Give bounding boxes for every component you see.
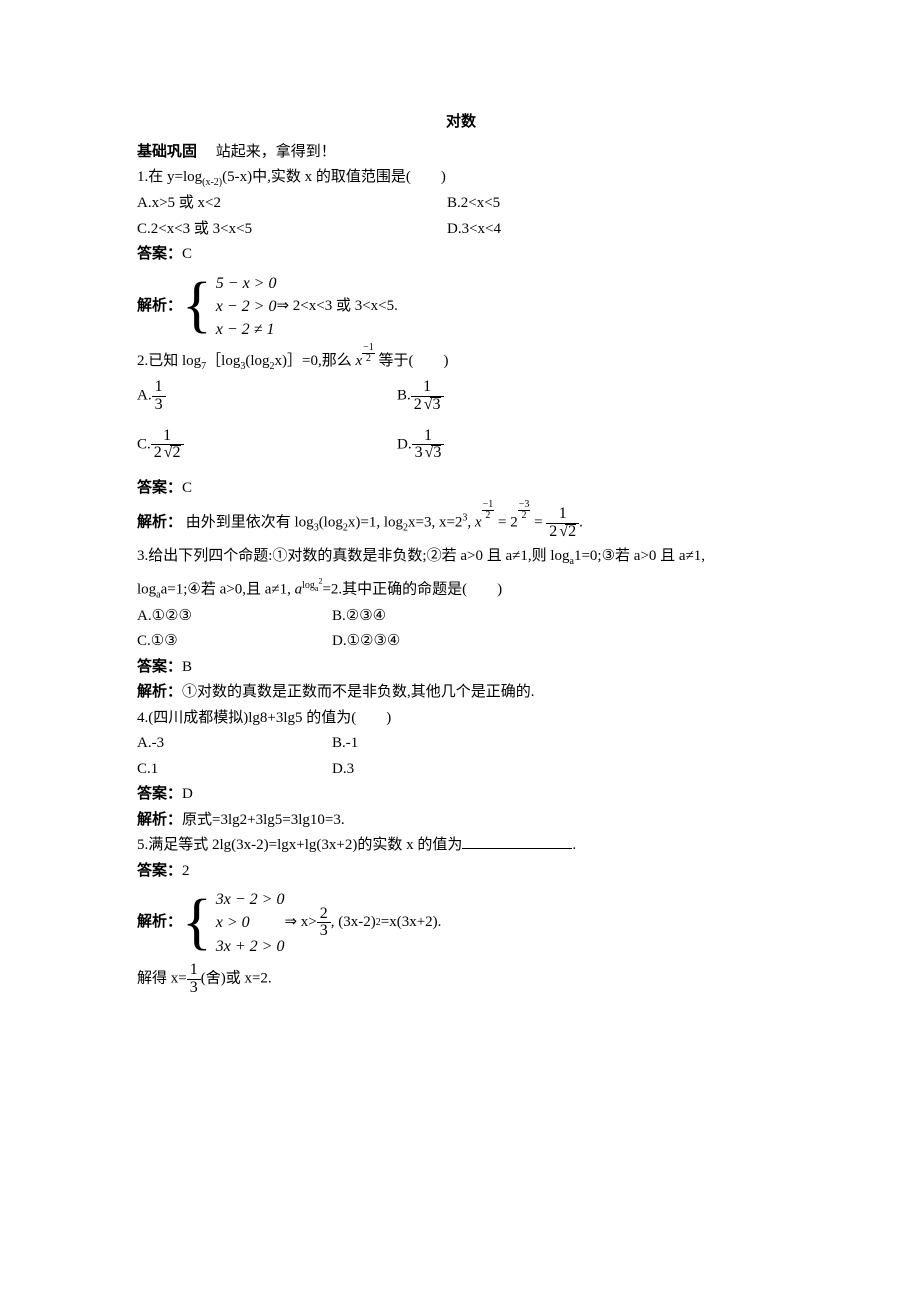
q2-answer: 答案：C [137, 476, 785, 502]
q2-analysis: 解析： 由外到里依次有 log3(log2x)=1, log2x=3, x=23… [137, 506, 785, 541]
q4-analysis: 解析：原式=3lg2+3lg5=3lg10=3. [137, 808, 785, 834]
q2-opt-a: A.13 [137, 379, 397, 414]
q1-opt-a: A.x>5 或 x<2 [137, 191, 447, 217]
q3-stem-2: logaa=1;④若 a>0,且 a≠1, aloga2=2.其中正确的命题是(… [137, 574, 785, 603]
q4-opt-c: C.1 [137, 757, 332, 783]
header-tag: 站起来，拿得到！ [201, 144, 336, 160]
q2-row2: C.12√2 D.13√3 [137, 428, 785, 463]
q4-opt-d: D.3 [332, 757, 354, 783]
q3-answer: 答案：B [137, 655, 785, 681]
q2-row1: A.13 B.12√3 [137, 379, 785, 414]
q5-analysis: 解析： { 3x − 2 > 0 x > 0 3x + 2 > 0 ⇒ x> 2… [137, 888, 785, 958]
q4-row1: A.-3 B.-1 [137, 731, 785, 757]
q4-stem: 4.(四川成都模拟)lg8+3lg5 的值为( ) [137, 706, 785, 732]
q2-stem: 2.已知 log7［log3(log2x)］=0,那么 x−12 等于( ) [137, 349, 785, 375]
q1-opt-c: C.2<x<3 或 3<x<5 [137, 217, 447, 243]
q1-opt-b: B.2<x<5 [447, 191, 785, 217]
q5-answer: 答案：2 [137, 859, 785, 885]
header-label: 基础巩固 [137, 144, 197, 160]
q2-opt-b: B.12√3 [397, 379, 785, 414]
q4-opt-a: A.-3 [137, 731, 332, 757]
q2-opt-c: C.12√2 [137, 428, 397, 463]
q1-row2: C.2<x<3 或 3<x<5 D.3<x<4 [137, 217, 785, 243]
blank-underline [462, 834, 572, 849]
page-title: 对数 [137, 110, 785, 136]
q3-opt-c: C.①③ [137, 629, 332, 655]
q4-answer: 答案：D [137, 782, 785, 808]
q4-opt-b: B.-1 [332, 731, 358, 757]
q4-row2: C.1 D.3 [137, 757, 785, 783]
q3-opt-a: A.①②③ [137, 604, 332, 630]
q1-analysis: 解析： { 5 − x > 0 x − 2 > 0 x − 2 ≠ 1 ⇒ 2<… [137, 272, 785, 342]
q3-opt-d: D.①②③④ [332, 629, 400, 655]
q1-row1: A.x>5 或 x<2 B.2<x<5 [137, 191, 785, 217]
q3-row1: A.①②③ B.②③④ [137, 604, 785, 630]
q1-opt-d: D.3<x<4 [447, 217, 785, 243]
q2-opt-d: D.13√3 [397, 428, 785, 463]
q3-stem-1: 3.给出下列四个命题:①对数的真数是非负数;②若 a>0 且 a≠1,则 log… [137, 544, 785, 570]
q3-analysis: 解析：①对数的真数是正数而不是非负数,其他几个是正确的. [137, 680, 785, 706]
q1-stem: 1.在 y=log(x-2)(5-x)中,实数 x 的取值范围是( ) [137, 165, 785, 191]
q1-answer: 答案：C [137, 242, 785, 268]
q5-tail: 解得 x=13(舍)或 x=2. [137, 962, 785, 997]
q3-row2: C.①③ D.①②③④ [137, 629, 785, 655]
q3-opt-b: B.②③④ [332, 604, 386, 630]
q5-stem: 5.满足等式 2lg(3x-2)=lgx+lg(3x+2)的实数 x 的值为. [137, 833, 785, 859]
section-header: 基础巩固 站起来，拿得到！ [137, 140, 785, 166]
